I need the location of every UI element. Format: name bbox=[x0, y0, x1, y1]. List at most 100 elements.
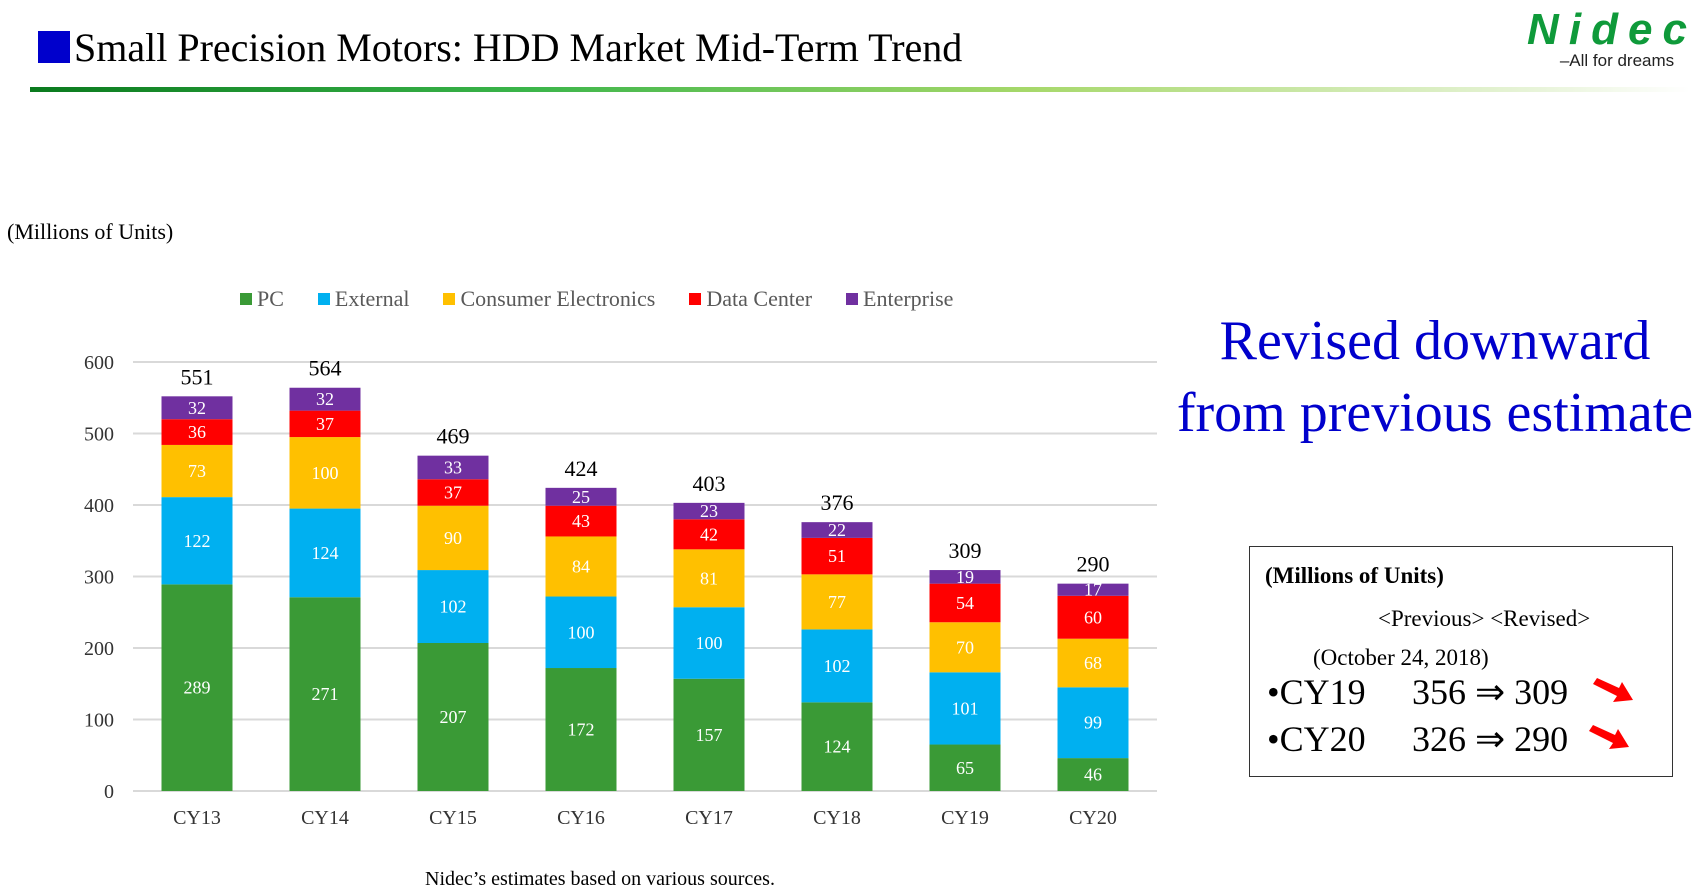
data-label: 22 bbox=[828, 520, 846, 540]
legend-label: Enterprise bbox=[863, 286, 954, 311]
legend: PC External Consumer Electronics Data Cente… bbox=[240, 286, 987, 312]
bar-segment bbox=[673, 678, 745, 791]
data-label: 19 bbox=[956, 567, 974, 587]
legend-swatch bbox=[846, 293, 859, 305]
data-label: 70 bbox=[956, 637, 974, 657]
legend-label: Data Center bbox=[706, 286, 813, 311]
data-label: 51 bbox=[828, 546, 846, 566]
data-label: 81 bbox=[700, 568, 718, 588]
data-label: 157 bbox=[696, 725, 723, 745]
box-date: (October 24, 2018) bbox=[1313, 645, 1489, 670]
bar-segment bbox=[929, 672, 1001, 745]
row-revised: 290 bbox=[1514, 719, 1569, 759]
y-tick-label: 0 bbox=[104, 781, 114, 803]
bar-segment bbox=[417, 455, 489, 480]
total-label: 403 bbox=[693, 471, 726, 496]
row-previous: 356 bbox=[1412, 672, 1466, 712]
implies-arrow: ⇒ bbox=[1475, 672, 1506, 712]
y-tick-label: 600 bbox=[84, 352, 114, 374]
bar-segment bbox=[161, 419, 233, 445]
data-label: 77 bbox=[828, 592, 846, 612]
revision-box: (Millions of Units) <Previous> <Revised>… bbox=[1249, 546, 1673, 777]
down-arrow-icon bbox=[1589, 725, 1630, 749]
svg-text:–All for dreams: –All for dreams bbox=[1560, 51, 1674, 70]
x-tick-label: CY13 bbox=[173, 807, 221, 829]
bar-segment bbox=[289, 597, 361, 791]
bar-segment bbox=[673, 502, 745, 520]
data-label: 102 bbox=[440, 597, 467, 617]
bar-segment bbox=[929, 570, 1001, 584]
data-label: 17 bbox=[1084, 580, 1102, 600]
legend-swatch bbox=[317, 293, 330, 305]
data-label: 65 bbox=[956, 758, 974, 778]
data-label: 84 bbox=[572, 556, 590, 576]
row-label: •CY20 bbox=[1267, 719, 1366, 759]
footnote: Nidec’s estimates based on various sourc… bbox=[425, 868, 775, 890]
x-tick-label: CY17 bbox=[685, 807, 733, 829]
data-label: 73 bbox=[188, 461, 206, 481]
bar-segment bbox=[289, 437, 361, 509]
data-label: 101 bbox=[952, 698, 979, 718]
bar-segment bbox=[801, 702, 873, 791]
bar-segment bbox=[673, 519, 745, 550]
bar-segment bbox=[161, 497, 233, 585]
y-tick-label: 100 bbox=[84, 710, 114, 732]
data-label: 100 bbox=[696, 633, 723, 653]
y-tick-label: 200 bbox=[84, 638, 114, 660]
callout-line-1: Revised downward bbox=[1219, 310, 1651, 372]
bar-segment bbox=[161, 584, 233, 791]
total-label: 424 bbox=[565, 456, 598, 481]
bar-segment bbox=[1057, 638, 1129, 688]
bar-segment bbox=[545, 505, 617, 537]
data-label: 60 bbox=[1084, 607, 1102, 627]
data-label: 32 bbox=[316, 389, 334, 409]
legend-item: PC bbox=[240, 286, 284, 312]
x-tick-label: CY16 bbox=[557, 807, 605, 829]
bar-segment bbox=[1057, 687, 1129, 759]
data-label: 33 bbox=[444, 457, 462, 477]
data-label: 68 bbox=[1084, 653, 1102, 673]
bar-segment bbox=[545, 596, 617, 669]
legend-label: External bbox=[334, 286, 410, 311]
data-label: 172 bbox=[568, 720, 595, 740]
data-label: 289 bbox=[184, 678, 211, 698]
data-label: 271 bbox=[312, 684, 339, 704]
bar-segment bbox=[929, 744, 1001, 791]
bar-segment bbox=[929, 622, 1001, 673]
box-row-cy19: •CY19 356 ⇒ 309 bbox=[1267, 671, 1635, 713]
bar-segment bbox=[673, 607, 745, 679]
total-label: 376 bbox=[821, 490, 854, 515]
bar-segment bbox=[417, 479, 489, 506]
row-previous: 326 bbox=[1412, 719, 1466, 759]
bar-segment bbox=[161, 396, 233, 420]
bar-segment bbox=[801, 537, 873, 575]
legend-swatch bbox=[240, 293, 252, 305]
legend-item: Consumer Electronics bbox=[443, 286, 655, 312]
title-divider bbox=[30, 87, 1690, 92]
data-label: 36 bbox=[188, 422, 206, 442]
data-label: 102 bbox=[824, 656, 851, 676]
implies-arrow: ⇒ bbox=[1475, 719, 1506, 759]
bar-segment bbox=[929, 583, 1001, 623]
bar-segment bbox=[1057, 758, 1129, 791]
bar-segment bbox=[801, 574, 873, 630]
bar-segment bbox=[417, 642, 489, 791]
total-label: 551 bbox=[181, 364, 214, 389]
total-label: 564 bbox=[309, 356, 342, 381]
data-label: 124 bbox=[824, 737, 851, 757]
y-tick-label: 300 bbox=[84, 567, 114, 589]
data-label: 23 bbox=[700, 501, 718, 521]
data-label: 90 bbox=[444, 528, 462, 548]
bar-segment bbox=[1057, 583, 1129, 596]
data-label: 37 bbox=[316, 414, 334, 434]
bar-segment bbox=[1057, 595, 1129, 639]
bar-segment bbox=[289, 387, 361, 411]
legend-swatch bbox=[689, 293, 702, 305]
box-header: <Previous> <Revised> bbox=[1378, 606, 1591, 631]
data-label: 207 bbox=[440, 707, 467, 727]
bar-segment bbox=[673, 549, 745, 608]
bar-segment bbox=[289, 508, 361, 598]
x-tick-label: CY19 bbox=[941, 807, 989, 829]
bar-segment bbox=[545, 536, 617, 597]
